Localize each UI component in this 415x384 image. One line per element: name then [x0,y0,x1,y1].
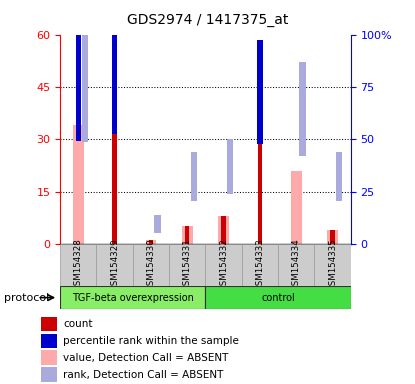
FancyBboxPatch shape [60,286,205,309]
FancyBboxPatch shape [242,244,278,286]
FancyBboxPatch shape [60,244,96,286]
Text: GSM154328: GSM154328 [74,238,83,291]
FancyBboxPatch shape [169,244,205,286]
FancyBboxPatch shape [278,244,315,286]
FancyBboxPatch shape [205,244,242,286]
Bar [41,367,57,382]
FancyBboxPatch shape [205,286,351,309]
Text: GSM154335: GSM154335 [328,238,337,291]
Bar [300,62,306,156]
Bar [112,19,117,134]
Bar [185,227,189,244]
Text: rank, Detection Call = ABSENT: rank, Detection Call = ABSENT [63,369,223,379]
Text: percentile rank within the sample: percentile rank within the sample [63,336,239,346]
Bar [291,170,302,244]
Bar [257,40,263,144]
Text: GSM154333: GSM154333 [255,238,264,291]
Bar [154,215,161,233]
Text: GSM154331: GSM154331 [183,238,192,291]
Bar [182,227,193,244]
Bar [41,334,57,348]
Bar [149,240,153,244]
Text: GSM154332: GSM154332 [219,238,228,291]
Bar [330,230,334,244]
Text: GSM154329: GSM154329 [110,238,119,291]
Text: TGF-beta overexpression: TGF-beta overexpression [72,293,194,303]
Text: value, Detection Call = ABSENT: value, Detection Call = ABSENT [63,353,228,363]
Text: GSM154330: GSM154330 [146,238,156,291]
Bar [327,230,338,244]
Bar [73,125,84,244]
Bar [190,152,197,201]
Bar [41,317,57,331]
Bar [82,34,88,142]
FancyBboxPatch shape [133,244,169,286]
Bar [222,216,226,244]
Text: control: control [261,293,295,303]
Bar [76,33,81,141]
Bar [146,240,156,244]
Text: protocol: protocol [4,293,49,303]
Text: GSM154334: GSM154334 [292,238,301,291]
Text: GDS2974 / 1417375_at: GDS2974 / 1417375_at [127,13,288,27]
Text: count: count [63,319,93,329]
Bar [227,139,233,194]
Bar [258,139,262,244]
Bar [336,152,342,201]
Bar [218,216,229,244]
FancyBboxPatch shape [96,244,133,286]
Bar [41,351,57,365]
FancyBboxPatch shape [315,244,351,286]
Bar [112,70,117,244]
